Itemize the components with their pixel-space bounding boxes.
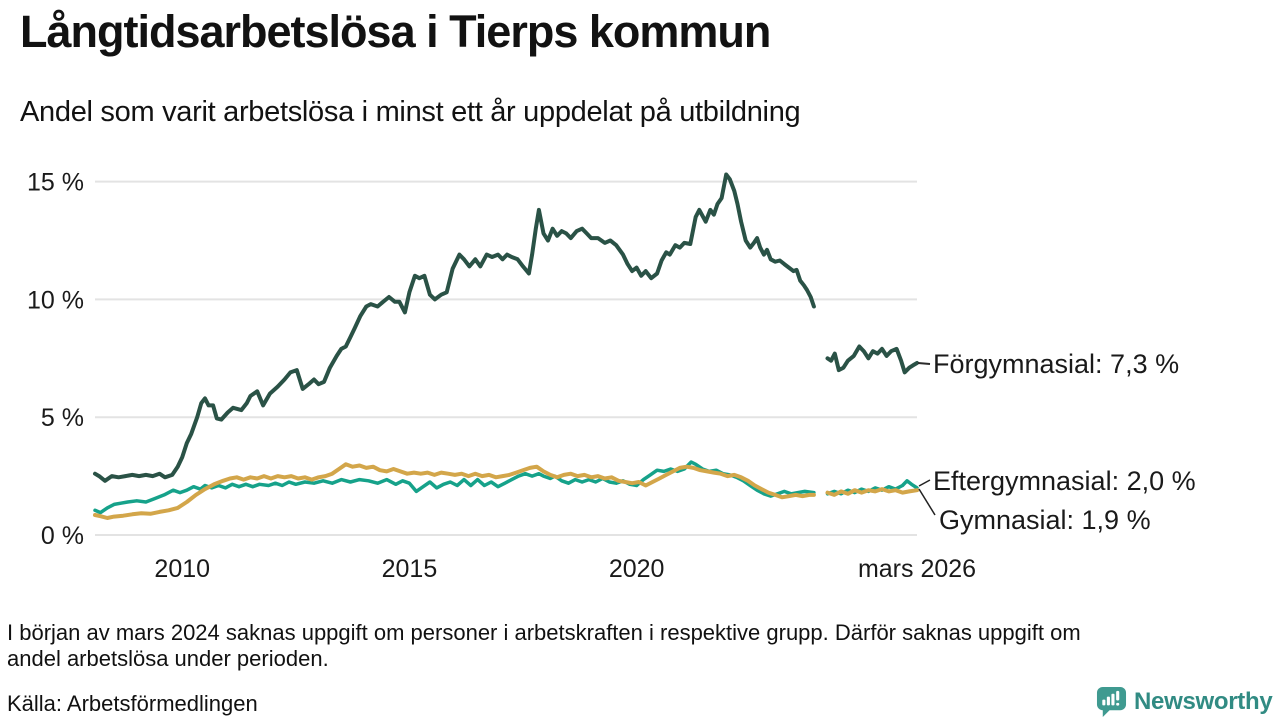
axis-tick-labels: 0 % 5 % 10 % 15 % 2010 2015 2020 mars 2026 (27, 169, 976, 583)
x-tick-label: 2015 (382, 555, 438, 583)
connector-forgymnasial (917, 362, 931, 365)
y-tick-label: 0 % (41, 522, 84, 550)
source-line: Källa: Arbetsförmedlingen (7, 691, 258, 716)
connector-gymnasial (918, 488, 936, 516)
newsworthy-wordmark: Newsworthy (1134, 687, 1273, 715)
series-lines (93, 172, 919, 520)
page-subtitle: Andel som varit arbetslösa i minst ett å… (20, 96, 801, 128)
page-title: Långtidsarbetslösa i Tierps kommun (20, 6, 771, 57)
y-tick-label: 10 % (27, 286, 84, 314)
x-tick-label: mars 2026 (858, 555, 976, 583)
connector-eftergymnasial (918, 479, 931, 487)
y-tick-label: 15 % (27, 169, 84, 197)
series-line-eftergymnasial (93, 460, 816, 515)
series-line-gymnasial (93, 462, 816, 520)
series-label-eftergymnasial: Eftergymnasial: 2,0 % (933, 466, 1196, 496)
footnote-line-1: I början av mars 2024 saknas uppgift om … (7, 620, 1081, 645)
series-label-forgymnasial: Förgymnasial: 7,3 % (933, 349, 1180, 379)
footnote-line-2: andel arbetslösa under perioden. (7, 646, 329, 671)
x-tick-label: 2010 (154, 555, 210, 583)
series-line-förgymnasial (93, 172, 816, 483)
series-label-gymnasial: Gymnasial: 1,9 % (939, 505, 1151, 535)
newsworthy-bubble-icon (1096, 686, 1127, 717)
gridlines (95, 180, 917, 536)
series-line-gymnasial (825, 487, 919, 497)
y-tick-label: 5 % (41, 404, 84, 432)
newsworthy-logo: Newsworthy (1096, 686, 1273, 717)
label-connectors (917, 362, 936, 516)
x-tick-label: 2020 (609, 555, 665, 583)
series-line-förgymnasial (825, 344, 919, 375)
footnote: I början av mars 2024 saknas uppgift om … (7, 620, 1257, 672)
